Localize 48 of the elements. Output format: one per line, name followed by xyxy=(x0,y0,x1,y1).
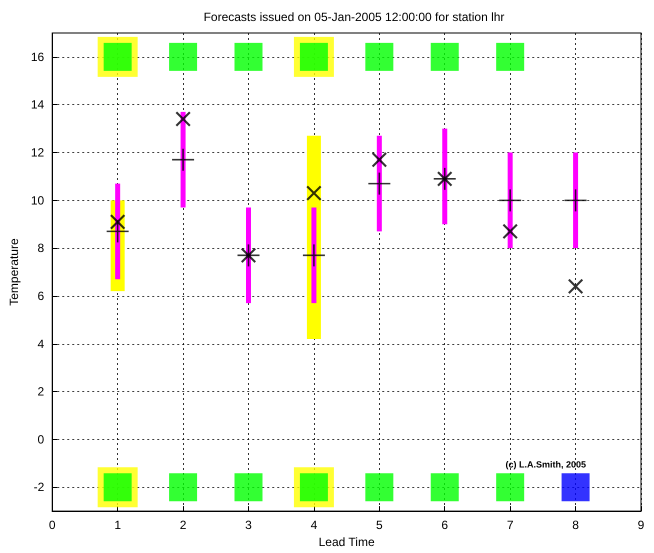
point xyxy=(110,214,126,230)
annotation: (c) L.A.Smith, 2005 xyxy=(505,460,586,470)
point xyxy=(496,473,524,502)
point xyxy=(306,186,322,201)
y-tick-label: 0 xyxy=(38,432,45,446)
y-tick-label: 10 xyxy=(30,193,45,208)
x-tick-label: 4 xyxy=(310,518,318,532)
point xyxy=(430,473,459,502)
x-tick-label: 3 xyxy=(245,518,252,532)
point xyxy=(562,473,590,502)
y-tick-label: -2 xyxy=(34,480,45,494)
point xyxy=(365,42,394,71)
point xyxy=(176,112,191,127)
point xyxy=(568,278,584,294)
y-tick-label: 14 xyxy=(30,98,45,112)
y-tick-label: 6 xyxy=(38,288,45,303)
x-axis-title: Lead Time xyxy=(318,535,375,549)
point xyxy=(169,42,198,71)
y-axis-title: Temperature xyxy=(7,238,21,306)
bar xyxy=(573,152,578,248)
y-tick-label: 12 xyxy=(30,146,45,160)
x-tick-label: 9 xyxy=(638,518,645,532)
point xyxy=(372,152,387,168)
point xyxy=(365,473,394,502)
x-tick-label: 2 xyxy=(180,518,187,532)
point xyxy=(502,224,518,239)
bar xyxy=(311,208,316,304)
point xyxy=(564,189,587,212)
x-tick-label: 6 xyxy=(441,518,448,532)
y-tick-label: 8 xyxy=(38,241,45,256)
x-tick-label: 8 xyxy=(572,518,580,532)
y-tick-label: 16 xyxy=(30,50,45,64)
point xyxy=(430,42,459,71)
y-tick-label: 2 xyxy=(38,384,45,399)
x-tick-label: 0 xyxy=(48,518,56,532)
y-tick-label: 4 xyxy=(38,336,45,351)
point xyxy=(234,42,262,71)
point xyxy=(234,473,262,502)
point xyxy=(172,148,194,171)
chart-title: Forecasts issued on 05-Jan-2005 12:00:00 for station lhr xyxy=(204,10,504,24)
x-tick-label: 1 xyxy=(114,518,122,532)
point xyxy=(169,473,198,502)
x-tick-label: 7 xyxy=(506,518,514,532)
point xyxy=(499,189,522,212)
point xyxy=(302,244,325,266)
point xyxy=(368,172,390,195)
x-tick-label: 5 xyxy=(376,518,383,532)
point xyxy=(496,42,524,71)
